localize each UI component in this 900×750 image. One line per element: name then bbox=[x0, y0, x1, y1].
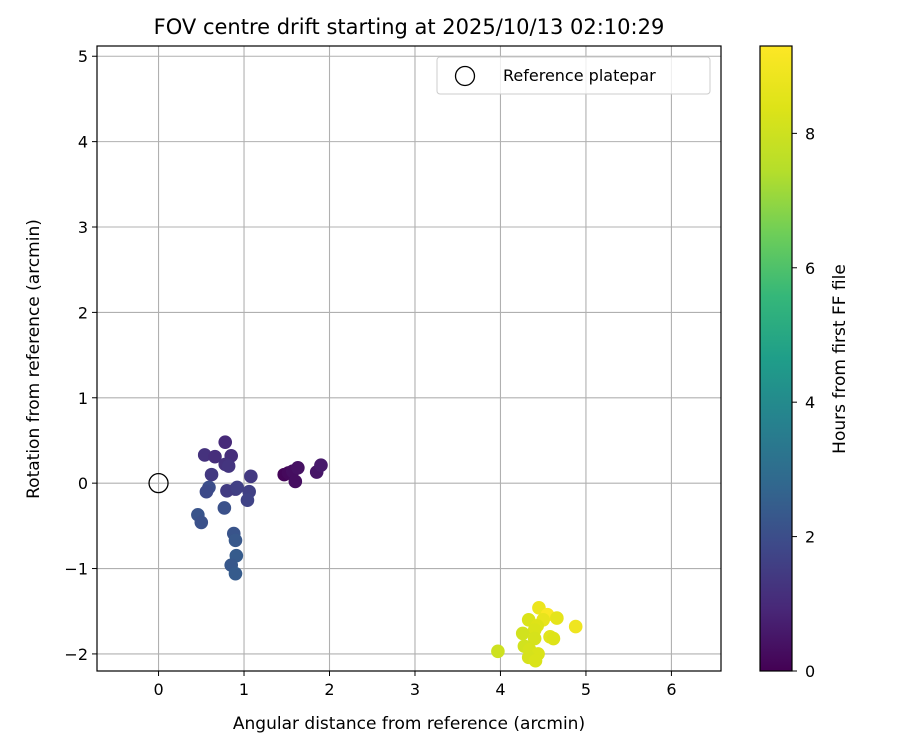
scatter-point bbox=[314, 458, 328, 473]
legend: Reference platepar bbox=[436, 56, 711, 95]
y-tick-label: −2 bbox=[64, 645, 88, 664]
scatter-point bbox=[217, 501, 232, 515]
colorbar-ticks: 0 2 4 6 8 bbox=[792, 124, 815, 681]
scatter-point bbox=[228, 566, 243, 581]
scatter-point bbox=[228, 533, 243, 548]
plot-frame bbox=[96, 45, 722, 672]
scatter-point bbox=[218, 435, 233, 449]
scatter-point bbox=[204, 467, 219, 482]
scatter-point bbox=[527, 631, 542, 646]
scatter-point bbox=[291, 460, 305, 475]
x-tick-label: 0 bbox=[153, 680, 163, 699]
scatter-point bbox=[230, 480, 244, 495]
scatter-point bbox=[197, 448, 212, 462]
x-tick-label: 5 bbox=[581, 680, 591, 699]
x-axis-label: Angular distance from reference (arcmin) bbox=[233, 714, 585, 734]
scatter-point bbox=[194, 515, 209, 530]
y-axis-label: Rotation from reference (arcmin) bbox=[24, 219, 44, 499]
y-tick-label: 5 bbox=[78, 47, 88, 66]
scatter-point bbox=[244, 469, 258, 484]
x-tick-label: 2 bbox=[324, 680, 334, 699]
scatter-point bbox=[221, 459, 236, 473]
x-tick-label: 4 bbox=[495, 680, 505, 699]
y-tick-label: 0 bbox=[78, 474, 88, 493]
colorbar-tick-label: 6 bbox=[805, 259, 815, 278]
legend-marker-open-circle bbox=[454, 65, 476, 87]
colorbar-tick-label: 4 bbox=[805, 393, 815, 412]
y-tick-label: 2 bbox=[78, 303, 88, 322]
scatter-point bbox=[568, 619, 583, 634]
scatter-points bbox=[191, 435, 583, 668]
legend-label: Reference platepar bbox=[503, 66, 656, 85]
scatter-point bbox=[515, 626, 530, 641]
colorbar-tick-label: 8 bbox=[805, 124, 815, 143]
scatter-point bbox=[199, 484, 214, 499]
colorbar-tick-label: 0 bbox=[805, 662, 815, 681]
y-tick-label: 4 bbox=[78, 133, 88, 152]
y-tick-label: 3 bbox=[78, 218, 88, 237]
scatter-point bbox=[546, 631, 561, 646]
x-tick-label: 6 bbox=[666, 680, 676, 699]
colorbar-tick-label: 2 bbox=[805, 528, 815, 547]
x-axis-ticks: 0 1 2 3 4 5 6 bbox=[153, 671, 677, 699]
legend-box bbox=[436, 56, 711, 95]
y-tick-label: −1 bbox=[64, 560, 88, 579]
colorbar bbox=[759, 45, 793, 672]
grid-lines bbox=[97, 46, 721, 671]
x-tick-label: 1 bbox=[239, 680, 249, 699]
reference-marker-group bbox=[148, 473, 169, 494]
reference-marker bbox=[148, 473, 169, 494]
scatter-point bbox=[528, 653, 543, 668]
scatter-point bbox=[208, 449, 222, 464]
colorbar-label: Hours from first FF file bbox=[830, 264, 850, 454]
y-axis-ticks: −2 −1 0 1 2 3 4 5 bbox=[64, 47, 97, 664]
chart-title: FOV centre drift starting at 2025/10/13 … bbox=[154, 15, 665, 39]
scatter-point bbox=[491, 644, 505, 659]
y-tick-label: 1 bbox=[78, 389, 88, 408]
x-tick-label: 3 bbox=[410, 680, 420, 699]
scatter-point bbox=[550, 611, 564, 625]
scatter-point bbox=[240, 493, 255, 508]
scatter-point bbox=[288, 474, 303, 489]
